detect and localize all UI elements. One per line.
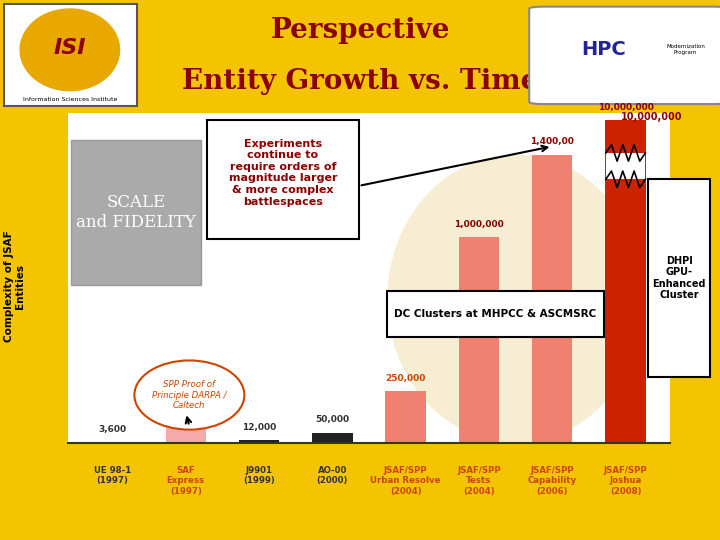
Text: 107,000: 107,000	[166, 403, 206, 413]
Text: 50,000: 50,000	[315, 415, 349, 424]
Bar	[166, 421, 206, 443]
Text: 12,000: 12,000	[242, 423, 276, 432]
Text: ISI: ISI	[53, 38, 86, 58]
Text: 1,400,00: 1,400,00	[531, 137, 575, 146]
Ellipse shape	[19, 8, 120, 91]
Ellipse shape	[135, 361, 244, 430]
Text: JSAF/SPP
Joshua
(2008): JSAF/SPP Joshua (2008)	[604, 466, 647, 496]
Bar	[92, 442, 132, 443]
Text: DHPI
GPU-
Enhanced
Cluster: DHPI GPU- Enhanced Cluster	[652, 256, 706, 300]
Ellipse shape	[387, 154, 644, 443]
Bar	[312, 433, 353, 443]
Text: Perspective: Perspective	[270, 17, 450, 44]
Text: Information Sciences Institute: Information Sciences Institute	[22, 97, 117, 102]
Text: JSAF/SPP
Capability
(2006): JSAF/SPP Capability (2006)	[528, 466, 577, 496]
Text: 10,000,000: 10,000,000	[598, 103, 654, 112]
Bar	[239, 440, 279, 443]
FancyBboxPatch shape	[529, 6, 720, 104]
Text: Experiments
continue to
require orders of
magnitude larger
& more complex
battle: Experiments continue to require orders o…	[229, 139, 337, 207]
FancyBboxPatch shape	[207, 120, 359, 239]
Text: JSAF/SPP
Urban Resolve
(2004): JSAF/SPP Urban Resolve (2004)	[370, 466, 441, 496]
Bar	[606, 120, 646, 443]
FancyBboxPatch shape	[387, 291, 604, 338]
Text: UE 98-1
(1997): UE 98-1 (1997)	[94, 466, 131, 485]
Text: SPP Proof of
Principle DARPA /
Caltech: SPP Proof of Principle DARPA / Caltech	[152, 380, 227, 410]
Text: SCALE
and FIDELITY: SCALE and FIDELITY	[76, 194, 196, 231]
Text: DC Clusters at MHPCC & ASCMSRC: DC Clusters at MHPCC & ASCMSRC	[395, 309, 597, 319]
Bar	[606, 153, 645, 179]
Text: Number and
Complexity of JSAF
Entities: Number and Complexity of JSAF Entities	[0, 231, 25, 342]
FancyBboxPatch shape	[648, 179, 710, 377]
FancyBboxPatch shape	[4, 4, 137, 106]
Text: J9901
(1999): J9901 (1999)	[243, 466, 275, 485]
Text: SAF
Express
(1997): SAF Express (1997)	[166, 466, 204, 496]
Text: 3,600: 3,600	[99, 425, 127, 434]
Bar	[459, 237, 499, 443]
Bar	[532, 154, 572, 443]
Text: Modernization
Program: Modernization Program	[666, 44, 705, 55]
Text: 1,000,000: 1,000,000	[454, 220, 504, 228]
Text: 10,000,000: 10,000,000	[621, 112, 683, 122]
FancyBboxPatch shape	[71, 140, 201, 285]
Text: HPC: HPC	[581, 40, 626, 59]
Text: Entity Growth vs. Time: Entity Growth vs. Time	[182, 69, 538, 96]
Text: JSAF/SPP
Tests
(2004): JSAF/SPP Tests (2004)	[457, 466, 501, 496]
Text: 250,000: 250,000	[385, 374, 426, 383]
Text: AO-00
(2000): AO-00 (2000)	[317, 466, 348, 485]
Bar	[385, 392, 426, 443]
